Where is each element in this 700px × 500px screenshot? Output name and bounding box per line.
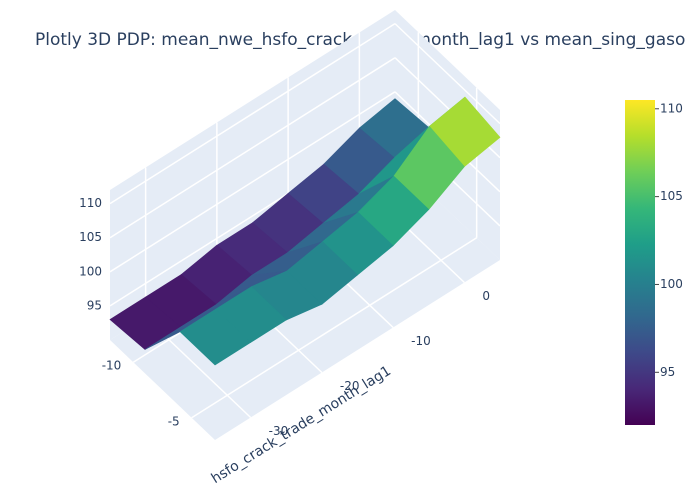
surface-cell xyxy=(179,308,252,366)
x-tick-label: -10 xyxy=(411,334,431,348)
grid-line xyxy=(109,57,396,239)
grid-line xyxy=(191,237,478,419)
grid-line xyxy=(109,23,396,205)
y-tick-label: -5 xyxy=(168,414,180,428)
grid-line xyxy=(394,23,501,125)
x-tick-label: 0 xyxy=(482,289,490,303)
z-tick-label: 105 xyxy=(79,230,102,244)
colorbar-tick-label: 100 xyxy=(660,277,683,291)
x-tick-label: -20 xyxy=(340,379,360,393)
colorbar-tick-label: 110 xyxy=(660,101,683,115)
y-tick-label: -10 xyxy=(102,359,122,373)
back-wall xyxy=(110,10,395,340)
colorbar-tick-label: 105 xyxy=(660,189,683,203)
grid-line xyxy=(109,91,396,273)
z-tick-label: 95 xyxy=(87,298,102,312)
z-tick-label: 100 xyxy=(79,264,102,278)
colorbar-tick-label: 95 xyxy=(660,365,675,379)
x-tick-label: -30 xyxy=(269,424,289,438)
colorbar xyxy=(625,100,655,425)
z-tick-label: 110 xyxy=(79,196,102,210)
